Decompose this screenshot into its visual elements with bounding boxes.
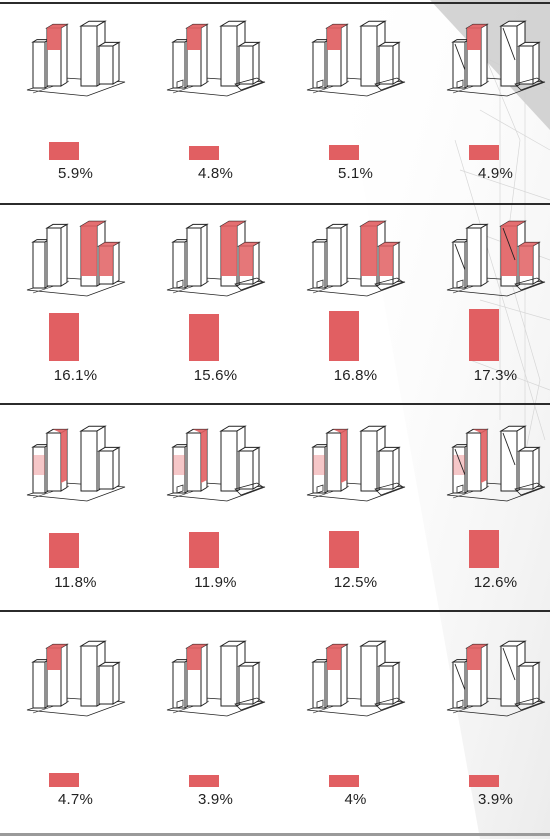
building-massing-diagram <box>446 20 546 97</box>
value-label: 5.1% <box>338 165 373 182</box>
divider-3 <box>0 610 550 612</box>
building-massing-diagram <box>26 425 126 502</box>
building-massing-diagram <box>166 20 266 97</box>
value-bar <box>49 532 79 568</box>
building-massing-diagram <box>446 640 546 717</box>
scenario-cell: 11.8% <box>25 425 130 596</box>
value-bar <box>189 532 219 568</box>
building-massing-diagram <box>26 640 126 717</box>
value-bar <box>329 775 359 787</box>
building-massing-diagram <box>446 220 546 297</box>
building-massing-diagram <box>26 20 126 97</box>
scenario-cell: 5.1% <box>305 20 410 187</box>
value-label: 4% <box>344 791 367 808</box>
value-bar <box>469 309 499 361</box>
scenario-cell: 3.9% <box>445 640 550 813</box>
value-label: 3.9% <box>198 791 233 808</box>
value-label: 4.9% <box>478 165 513 182</box>
value-bar <box>329 310 359 361</box>
value-label: 3.9% <box>478 791 513 808</box>
value-label: 11.8% <box>54 574 97 591</box>
value-bar <box>49 142 79 160</box>
value-bar <box>189 775 219 787</box>
scenario-cell: 5.9% <box>25 20 130 187</box>
building-massing-diagram <box>166 640 266 717</box>
divider-1 <box>0 203 550 205</box>
value-bar <box>189 314 219 361</box>
building-massing-diagram <box>166 425 266 502</box>
value-label: 12.5% <box>333 574 378 591</box>
value-label: 16.8% <box>333 367 378 384</box>
value-label: 5.9% <box>58 165 93 182</box>
building-massing-diagram <box>26 220 126 297</box>
building-massing-diagram <box>306 640 406 717</box>
divider-top <box>0 2 550 4</box>
value-bar <box>49 312 79 361</box>
scenario-cell: 4.7% <box>25 640 130 813</box>
value-bar <box>469 775 499 787</box>
scenario-cell: 16.1% <box>25 220 130 389</box>
value-label: 4.8% <box>198 165 233 182</box>
scenario-cell: 3.9% <box>165 640 270 813</box>
building-massing-diagram <box>446 425 546 502</box>
scenario-cell: 12.6% <box>445 425 550 596</box>
scenario-cell: 11.9% <box>165 425 270 596</box>
shade-wedge <box>330 0 550 839</box>
building-massing-diagram <box>166 220 266 297</box>
scenario-cell: 4.8% <box>165 20 270 187</box>
building-massing-diagram <box>306 425 406 502</box>
value-label: 4.7% <box>58 791 93 808</box>
value-bar <box>469 145 499 160</box>
divider-2 <box>0 403 550 405</box>
value-bar <box>329 144 359 160</box>
value-label: 17.3% <box>473 367 518 384</box>
scenario-cell: 15.6% <box>165 220 270 389</box>
value-bar <box>329 530 359 568</box>
value-label: 15.6% <box>193 367 238 384</box>
value-label: 16.1% <box>53 367 98 384</box>
value-bar <box>189 145 219 160</box>
scenario-cell: 17.3% <box>445 220 550 389</box>
value-label: 11.9% <box>194 574 237 591</box>
value-bar <box>49 772 79 787</box>
value-bar <box>469 530 499 568</box>
scenario-cell: 12.5% <box>305 425 410 596</box>
building-massing-diagram <box>306 220 406 297</box>
scenario-cell: 16.8% <box>305 220 410 389</box>
building-massing-diagram <box>306 20 406 97</box>
scenario-cell: 4.9% <box>445 20 550 187</box>
scenario-cell: 4% <box>305 640 410 813</box>
value-label: 12.6% <box>473 574 518 591</box>
divider-bottom <box>0 833 550 836</box>
